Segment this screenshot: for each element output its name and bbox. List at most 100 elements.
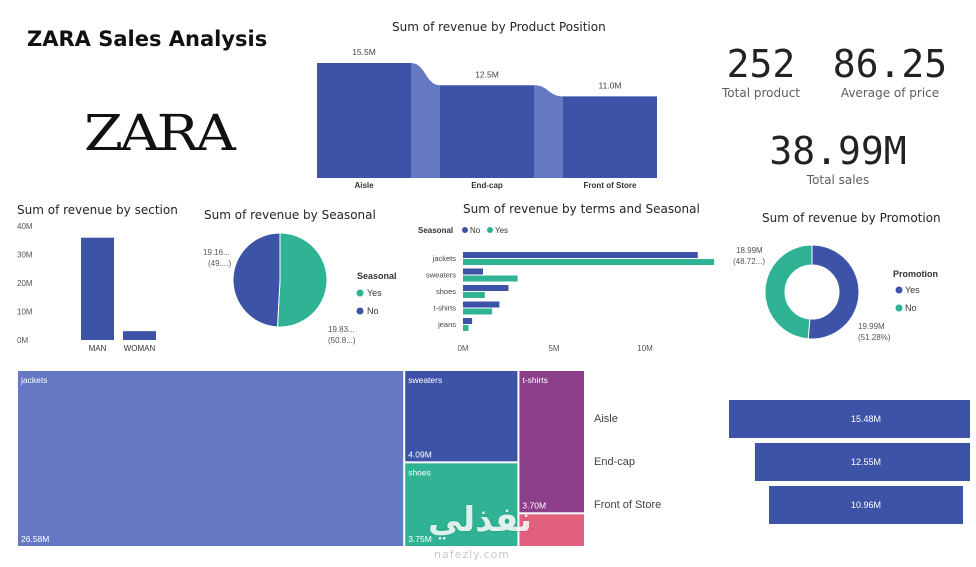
position-bar [317,63,411,178]
terms-bar-yes [463,275,518,282]
treemap-label: jackets [20,375,47,385]
watermark-logo: نفذلي [428,500,533,540]
funnel-data-label: 15.48M [851,414,881,424]
chart-title-section: Sum of revenue by section [17,203,178,217]
legend-dot-yes [895,286,903,294]
terms-category-label: shoes [436,287,456,296]
legend-dot-no [462,227,468,233]
seasonal-legend-item: Yes [367,288,382,298]
kpi-value: 252 [726,42,796,86]
section-tick-label: 0M [17,336,28,345]
position-category-label: Front of Store [584,181,637,190]
terms-category-label: sweaters [426,271,456,280]
treemap-value-label: 26.58M [21,534,49,544]
terms-bar-yes [463,325,469,331]
chart-title-terms: Sum of revenue by terms and Seasonal [463,202,700,216]
terms-tick-label: 5M [548,344,559,353]
section-category-label: WOMAN [124,344,156,353]
promotion-slice-no [764,244,813,340]
terms-bar-yes [463,292,485,298]
funnel-category-label: End-cap [594,456,635,468]
promotion-legend-title: Promotion [893,269,938,279]
seasonal-pie-chart: 19.83... (50.8...) 19.16... (49....) Seasona… [203,232,397,345]
ribbon-connector [534,85,563,178]
funnel-category-label: Aisle [594,413,618,425]
seasonal-data-label: 19.83... [328,325,355,334]
terms-tick-label: 0M [457,344,468,353]
promotion-data-label: (48.72...) [733,257,765,266]
treemap-tile [405,371,518,462]
promotion-legend-item: Yes [905,285,920,295]
kpi-average-price: 86.25 Average of price [830,42,950,100]
position-category-label: End-cap [471,181,503,190]
chart-title-position: Sum of revenue by Product Position [392,20,606,34]
funnel-data-label: 12.55M [851,457,881,467]
treemap-value-label: 4.09M [408,449,432,459]
treemap-tile [405,463,518,546]
kpi-value: 38.99M [769,129,907,173]
kpi-total-sales: 38.99M Total sales [766,129,910,187]
treemap-label: sweaters [408,375,442,385]
position-category-label: Aisle [354,181,374,190]
legend-dot-yes [487,227,493,233]
position-data-label: 12.5M [475,69,499,79]
treemap-value-label: 3.70M [522,500,546,510]
terms-legend-title: Seasonal [418,226,453,235]
section-tick-label: 20M [17,279,33,288]
kpi-label: Total sales [806,173,870,187]
legend-dot-no [895,304,903,312]
promotion-data-label: 19.99M [858,322,885,331]
treemap-tile [18,371,404,546]
seasonal-data-label: (50.8...) [328,336,356,345]
funnel-bar [729,400,970,438]
section-tick-label: 30M [17,251,33,260]
terms-bar-no [463,318,473,324]
terms-bar-no [463,301,500,308]
promotion-slice-yes [807,244,860,340]
funnel-bar [754,443,970,481]
seasonal-slice-no [232,232,281,328]
position-chart: 15.5M Aisle 12.5M End-cap 11.0M Front of Stor… [317,47,657,190]
section-chart: 40M 30M 20M 10M 0M MAN WOMAN [17,222,156,353]
chart-title-promotion: Sum of revenue by Promotion [762,211,941,225]
treemap-label: t-shirts [522,375,548,385]
kpi-total-product: 252 Total product [720,42,802,100]
funnel-bar [769,486,963,524]
funnel-chart: Aisle 15.48M End-cap 12.55M Front of Store 10… [594,400,970,524]
kpi-label: Total product [722,86,800,100]
dashboard-title: ZARA Sales Analysis [27,27,268,51]
treemap-tile [519,371,584,513]
kpi-value: 86.25 [832,42,948,86]
terms-bar-no [463,252,698,258]
seasonal-legend-item: No [367,306,379,316]
chart-title-seasonal: Sum of revenue by Seasonal [204,208,376,222]
treemap-value-label: 3.75M [408,534,432,544]
seasonal-data-label: (49....) [208,259,231,268]
treemap-tile [519,514,584,546]
section-tick-label: 10M [17,308,33,317]
kpi-label: Average of price [840,86,940,100]
terms-chart: Seasonal No Yes jackets sweaters shoes t-shirt… [418,226,715,353]
seasonal-legend-title: Seasonal [357,271,397,281]
promotion-legend-item: No [905,303,917,313]
funnel-category-label: Front of Store [594,499,661,511]
terms-tick-label: 10M [637,344,653,353]
section-category-label: MAN [89,344,107,353]
position-bar [440,85,534,178]
legend-dot-no [356,307,364,315]
treemap-label: shoes [408,467,431,477]
terms-category-label: jackets [432,254,457,263]
terms-category-label: jeans [437,320,456,329]
position-data-label: 15.5M [352,47,376,57]
terms-bar-yes [463,308,493,315]
terms-category-label: t-shirts [434,304,457,313]
section-bar [123,331,156,340]
seasonal-slice-yes [276,232,328,328]
section-bar [81,237,114,340]
terms-bar-no [463,285,509,291]
promotion-donut-chart: 19.99M (51.28%) 18.99M (48.72...) Promotion Y… [733,244,938,342]
terms-bar-no [463,268,484,275]
watermark-url: nafezly.com [434,548,511,561]
zara-logo: ZARA [84,104,236,162]
seasonal-data-label: 19.16... [203,248,230,257]
